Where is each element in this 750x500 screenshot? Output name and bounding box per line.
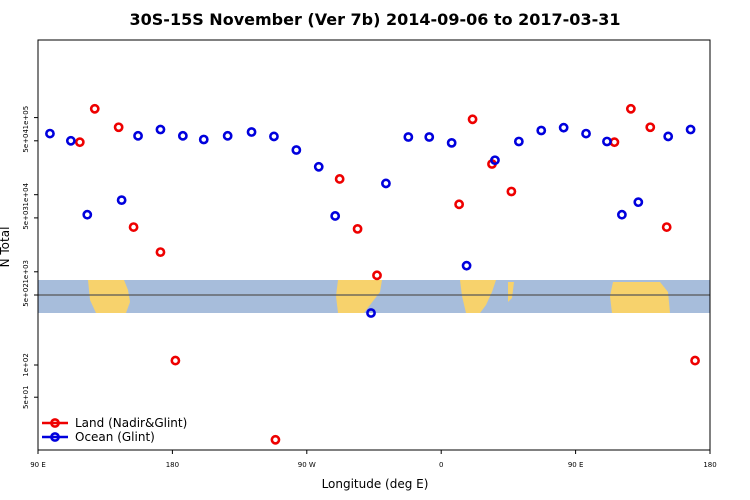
chart-title: 30S-15S November (Ver 7b) 2014-09-06 to … — [129, 10, 621, 29]
land-point-2 — [113, 122, 124, 133]
ocean-point-22 — [536, 125, 547, 136]
y-tick-label-3: 1e+04 — [22, 182, 30, 206]
ocean-point-6 — [177, 130, 188, 141]
y-tick-label-1: 1e+03 — [22, 260, 30, 284]
data-points — [45, 103, 700, 445]
ocean-point-23 — [558, 122, 569, 133]
land-point-17 — [661, 222, 672, 232]
legend-label-1: Ocean (Glint) — [75, 430, 155, 444]
ocean-point-26 — [616, 209, 627, 220]
legend: Land (Nadir&Glint)Ocean (Glint) — [42, 416, 187, 444]
ocean-point-24 — [581, 128, 591, 139]
land-australia — [610, 282, 670, 313]
y-tick-label-6: 5e+01 — [22, 385, 30, 409]
x-axis: 90 E 180 90 W 0 90 E 180 — [30, 450, 717, 469]
land-point-13 — [506, 186, 517, 197]
land-point-5 — [170, 355, 181, 366]
y-axis-label: N Total — [0, 227, 12, 268]
x-tick-label-0: 90 E — [30, 461, 46, 469]
land-point-11 — [467, 114, 478, 125]
land-point-8 — [352, 223, 363, 234]
ocean-point-13 — [330, 211, 341, 221]
ocean-point-1 — [65, 135, 76, 146]
land-africa — [460, 280, 496, 313]
land-point-9 — [372, 270, 382, 281]
land-point-15 — [625, 103, 636, 114]
world-map-strip — [38, 280, 710, 313]
ocean-point-9 — [246, 127, 257, 137]
ocean-point-7 — [198, 134, 209, 145]
ocean-point-12 — [313, 161, 324, 172]
ocean-point-2 — [82, 209, 93, 220]
ocean-point-4 — [133, 130, 143, 141]
land-south-america — [336, 280, 382, 313]
land-point-1 — [89, 103, 100, 114]
legend-marker-0 — [50, 418, 60, 428]
land-point-10 — [454, 199, 465, 210]
land-point-6 — [270, 434, 281, 445]
x-axis-label: Longitude (deg E) — [322, 477, 429, 491]
ocean-point-25 — [602, 136, 612, 147]
legend-label-0: Land (Nadir&Glint) — [75, 416, 187, 430]
ocean-point-8 — [222, 130, 233, 141]
ocean-point-5 — [155, 124, 166, 135]
x-tick-label-1: 180 — [166, 461, 179, 469]
ocean-point-18 — [446, 137, 457, 148]
ocean-point-19 — [461, 260, 472, 271]
y-tick-label-0: 5e+02 — [22, 283, 30, 307]
ocean-point-15 — [381, 178, 391, 189]
land-africa-west — [88, 280, 130, 313]
land-point-16 — [645, 122, 656, 133]
plot-border — [37, 39, 711, 451]
ocean-point-20 — [490, 155, 500, 166]
x-tick-label-3: 0 — [439, 461, 443, 469]
ocean-point-27 — [633, 197, 644, 208]
ocean-point-17 — [424, 132, 435, 142]
land-point-14 — [609, 137, 620, 148]
x-tick-label-2: 90 W — [298, 461, 316, 469]
ocean-point-10 — [269, 131, 279, 142]
land-point-0 — [74, 137, 85, 148]
land-point-18 — [690, 355, 700, 366]
legend-marker-1 — [50, 432, 60, 442]
ocean-point-28 — [663, 131, 674, 142]
land-point-3 — [128, 222, 139, 232]
land-point-7 — [334, 174, 345, 184]
ocean-point-14 — [366, 308, 376, 318]
ocean-point-3 — [116, 195, 127, 206]
plot-frame — [37, 39, 711, 451]
y-tick-label-7: 1e+02 — [22, 353, 30, 377]
ocean-point-16 — [403, 132, 414, 142]
ocean-point-29 — [685, 124, 696, 135]
land-madagascar — [508, 282, 514, 302]
x-tick-label-5: 180 — [703, 461, 716, 469]
y-tick-label-2: 5e+03 — [22, 206, 30, 230]
y-tick-label-4: 5e+04 — [22, 128, 30, 152]
y-tick-label-5: 1e+05 — [22, 106, 30, 130]
ocean-point-0 — [45, 128, 55, 139]
ocean-point-21 — [513, 136, 524, 147]
ocean-point-11 — [291, 145, 302, 155]
land-point-4 — [155, 247, 166, 258]
x-tick-label-4: 90 E — [568, 461, 584, 469]
